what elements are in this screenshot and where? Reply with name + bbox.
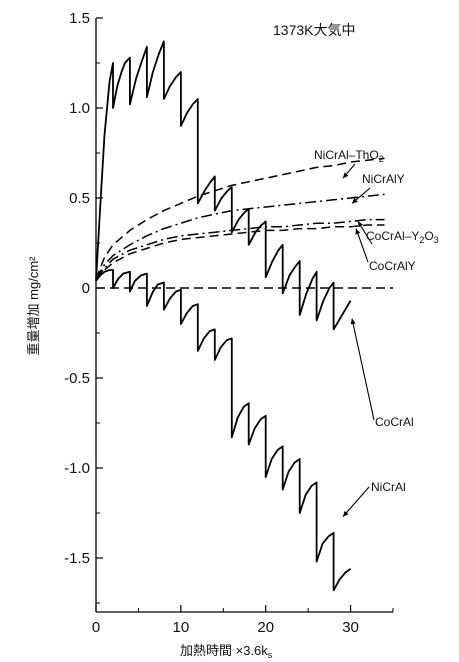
x-tick-label: 20 bbox=[257, 619, 274, 636]
label-cocral-arrowhead bbox=[350, 318, 356, 325]
x-tick-label: 0 bbox=[92, 619, 100, 636]
label-nicral-arrowhead bbox=[343, 510, 349, 517]
axes bbox=[95, 17, 394, 613]
label-nicraly: NiCrAlY bbox=[362, 172, 405, 186]
label-cocraly: CoCrAlY bbox=[369, 259, 416, 273]
labels: 0 10 20 30 1.5 1.0 0.5 0 -0.5 -1.0 -1.5 1373K大気中加熱時… bbox=[26, 10, 439, 660]
label-cocral-leader bbox=[351, 318, 375, 421]
label-nicraly-arrowhead bbox=[352, 197, 358, 204]
label-cocraly-leader bbox=[355, 228, 369, 263]
y-tick-label: 0.5 bbox=[69, 190, 90, 207]
y-tick-label: 0 bbox=[82, 280, 90, 297]
label-nicral: NiCrAl bbox=[371, 480, 406, 494]
x-tick-label: 10 bbox=[173, 619, 190, 636]
chart-title: 1373K大気中 bbox=[273, 22, 355, 38]
series-line-6 bbox=[95, 269, 352, 592]
y-tick-label: -1.5 bbox=[64, 550, 90, 567]
label-nicral-tho2: NiCrAl–ThO2 bbox=[314, 148, 384, 164]
label-cocral: CoCrAl bbox=[375, 415, 414, 429]
series-line-2 bbox=[95, 218, 385, 280]
y-tick-label: -1.0 bbox=[64, 460, 90, 477]
label-nicral-tho2-arrowhead bbox=[343, 172, 349, 179]
label-cocral-y2o3: CoCrAl–Y2O3 bbox=[366, 229, 439, 245]
label-cocral-y2o3-arrowhead bbox=[358, 221, 364, 228]
x-axis-label: 加熱時間 ×3.6ks bbox=[180, 643, 273, 660]
x-tick-label: 30 bbox=[342, 619, 359, 636]
series-group bbox=[95, 40, 393, 592]
series-line-1 bbox=[95, 193, 385, 280]
label-cocraly-arrowhead bbox=[355, 228, 361, 235]
label-nicral-leader bbox=[342, 486, 370, 517]
series-line-3 bbox=[95, 224, 385, 282]
y-axis-label: 重量増加 mg/cm² bbox=[26, 256, 41, 356]
series-line-5 bbox=[95, 40, 352, 331]
series-line-0 bbox=[95, 157, 385, 280]
y-tick-label: -0.5 bbox=[64, 370, 90, 387]
y-tick-label: 1.5 bbox=[69, 10, 90, 27]
y-tick-label: 1.0 bbox=[69, 100, 90, 117]
